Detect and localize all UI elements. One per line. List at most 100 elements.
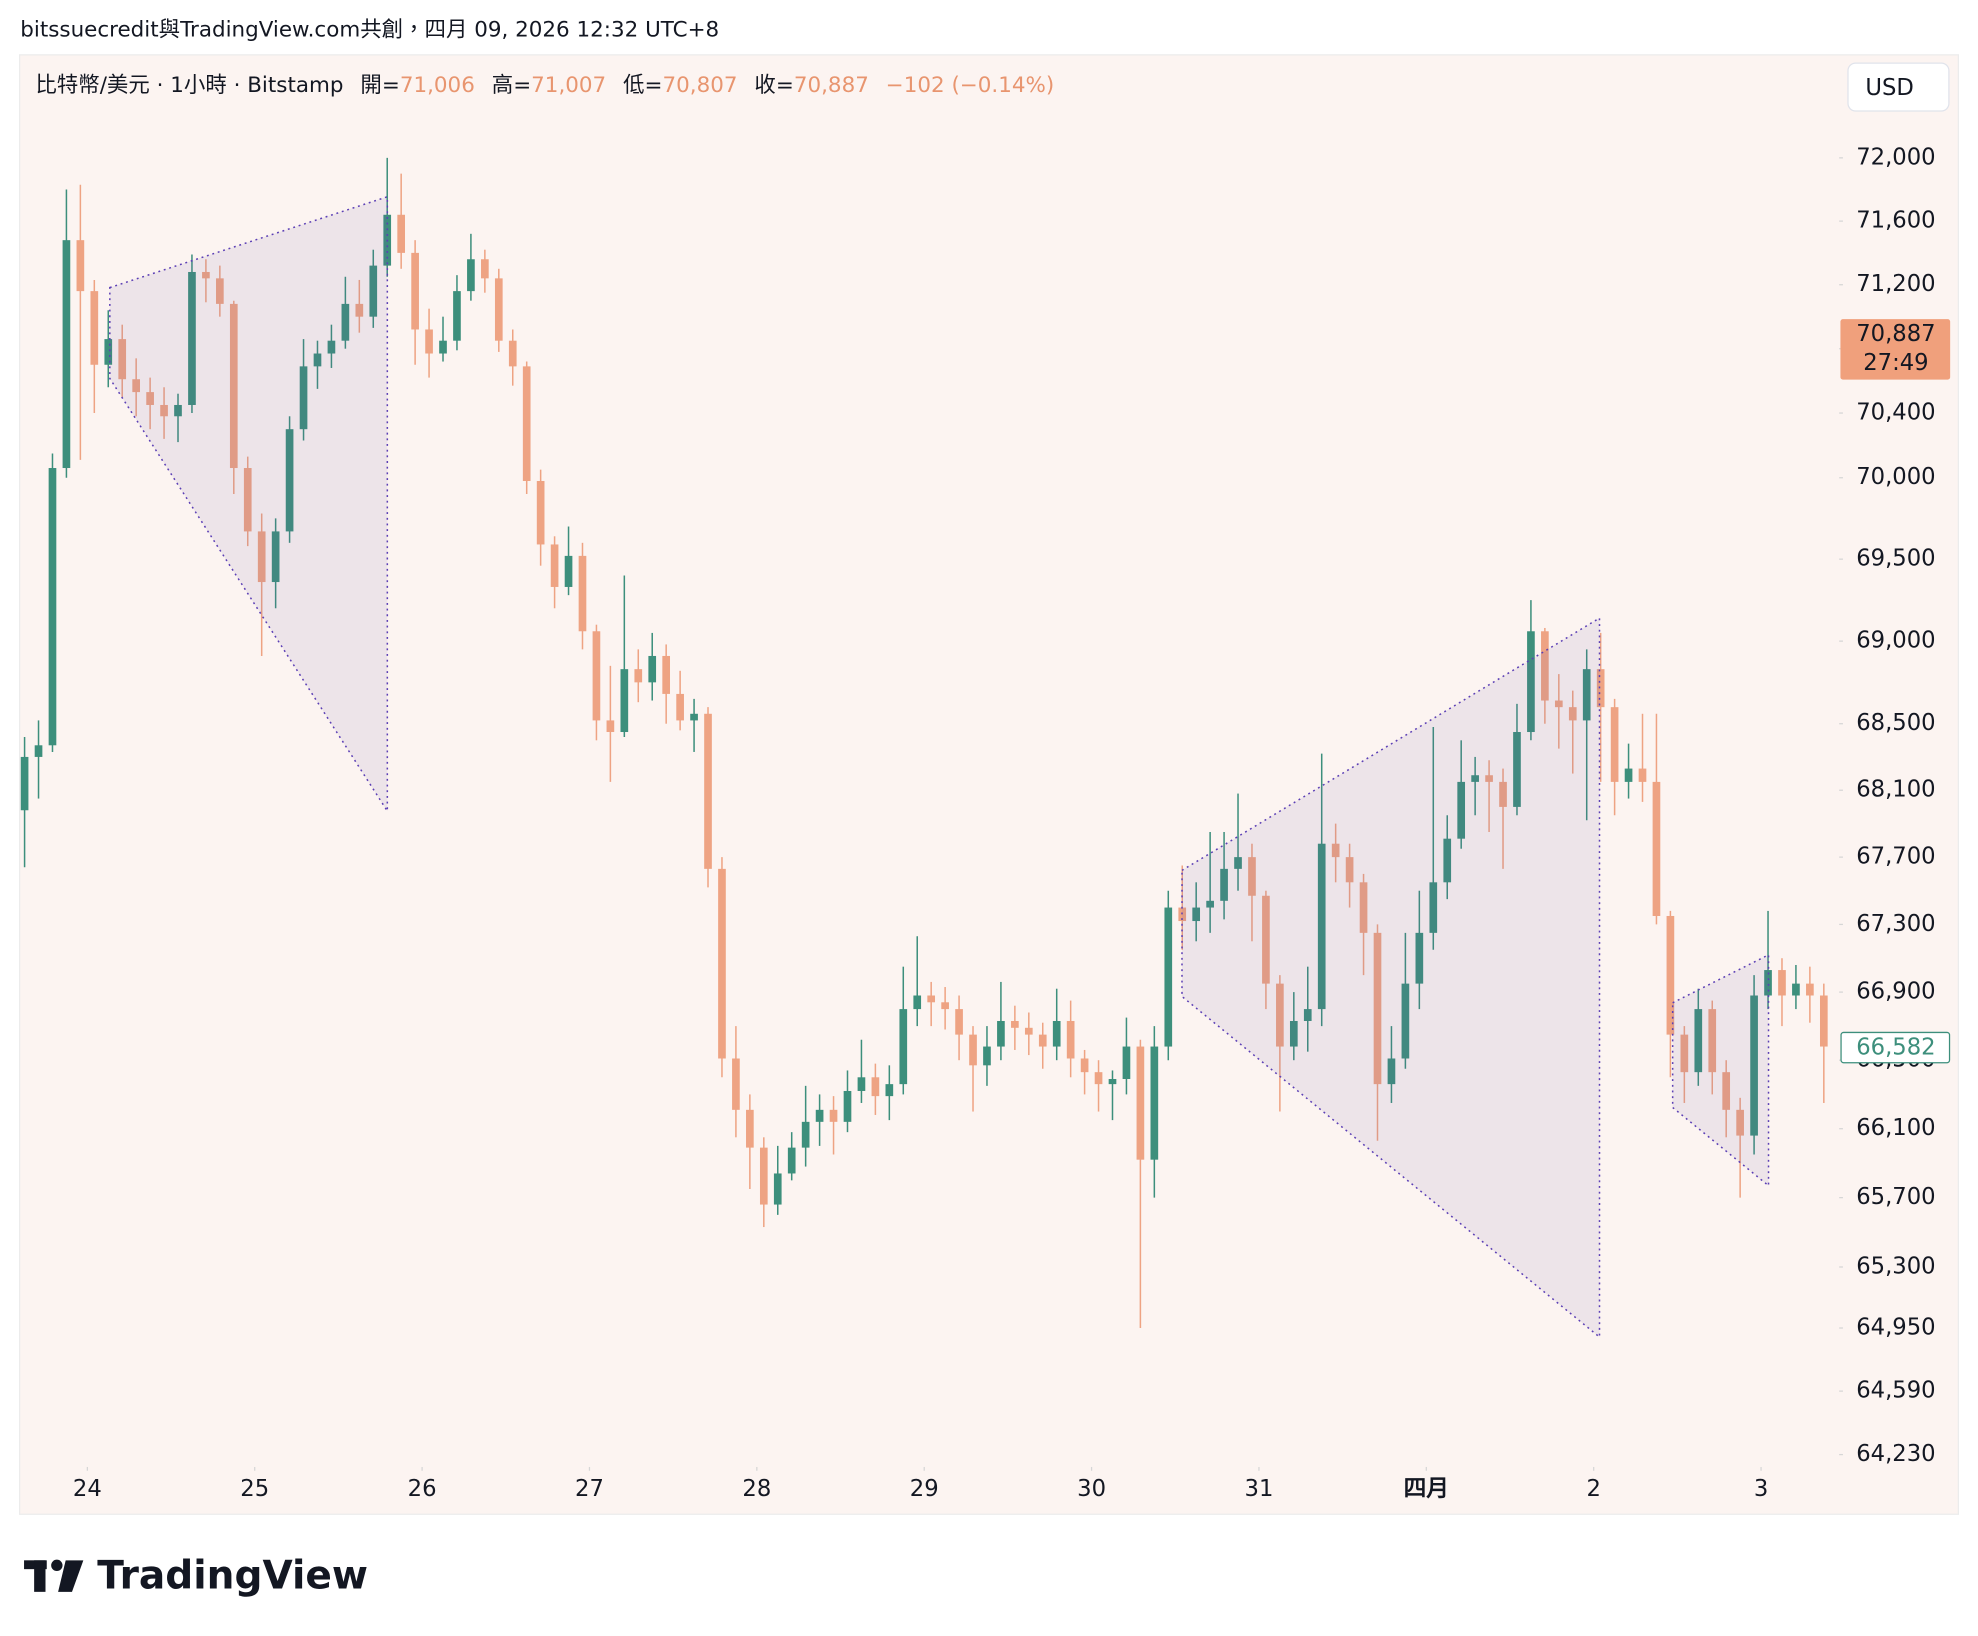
candle-body [34, 745, 43, 757]
candle-body [662, 655, 671, 694]
candle-body [885, 1084, 894, 1097]
logo-shape [51, 1559, 63, 1572]
candle-body [1234, 857, 1242, 869]
candle-body [536, 480, 545, 545]
marker-badge [1840, 1031, 1951, 1064]
x-tick-label: 31 [1245, 1476, 1274, 1502]
candle-body [1345, 857, 1354, 883]
candle-body [90, 291, 99, 365]
candle-body [313, 353, 322, 367]
x-tick-label: 3 [1754, 1476, 1768, 1502]
candle-body [1415, 932, 1424, 984]
triangle-drawing[interactable] [1671, 953, 1770, 1188]
candle-body [257, 531, 266, 583]
candle-body [1373, 932, 1382, 1085]
candle-body [1792, 983, 1800, 996]
candle-body [1457, 781, 1466, 839]
candle-body [229, 303, 238, 469]
y-tick-label: 65,300 [1856, 1253, 1935, 1279]
candle-body [1150, 1046, 1159, 1160]
legend-value: 71,006 [400, 73, 475, 98]
candle-body [927, 995, 936, 1003]
candle-body [285, 429, 294, 532]
candle-body [1094, 1072, 1103, 1085]
candle-body [453, 291, 461, 341]
currency-button[interactable] [1847, 62, 1950, 112]
candle-body [1638, 768, 1647, 782]
candle-body [1192, 907, 1201, 922]
candle-body [1206, 900, 1214, 908]
candle-body [1303, 1009, 1312, 1021]
candle-body [1220, 868, 1228, 901]
y-tick-label: 64,590 [1856, 1378, 1935, 1404]
candle-body [1736, 1109, 1744, 1136]
ohlc-legend: 比特幣/美元 · 1小時 · Bitstamp 開=71,006 高=71,00… [35, 73, 1054, 98]
candle-body [634, 669, 643, 683]
y-tick-label: 71,600 [1856, 208, 1935, 234]
candle-body [815, 1109, 824, 1122]
countdown: 27:49 [1863, 350, 1928, 376]
candle-body [522, 366, 531, 481]
candle-body [843, 1090, 852, 1122]
candle-body [494, 278, 503, 341]
currency-label[interactable]: USD [1865, 75, 1913, 101]
candle-body [732, 1058, 740, 1110]
candle-body [1122, 1046, 1131, 1080]
y-tick-label: 72,000 [1856, 144, 1935, 170]
candle-body [1819, 995, 1828, 1047]
triangle-drawing[interactable] [1181, 616, 1601, 1339]
logo-shape [34, 1560, 46, 1592]
candle-body [983, 1046, 991, 1066]
candle-body [62, 240, 71, 469]
candle-body [1331, 843, 1340, 858]
x-tick-label: 四月 [1404, 1476, 1449, 1502]
x-tick-label: 29 [910, 1476, 939, 1502]
y-tick-label: 67,300 [1856, 911, 1935, 937]
candle-body [648, 655, 657, 683]
candle-body [1289, 1020, 1298, 1047]
candle-body [243, 468, 252, 532]
last-price: 70,887 [1856, 321, 1935, 347]
candle-body [467, 259, 475, 292]
candle-body [899, 1009, 908, 1085]
y-tick-label: 67,700 [1856, 844, 1935, 870]
candle-body [1806, 983, 1814, 996]
candle-body [1666, 915, 1675, 1035]
candle-body [1708, 1009, 1717, 1073]
y-tick-label: 68,500 [1856, 710, 1935, 736]
legend-label: 低= [623, 73, 662, 98]
candle-body [1694, 1009, 1703, 1073]
candle-body [160, 404, 168, 417]
y-tick-label: 70,400 [1856, 400, 1935, 426]
candle-body [1248, 857, 1256, 896]
candle-body [857, 1077, 866, 1091]
candle-body [578, 555, 587, 632]
candle-body [1317, 843, 1326, 1010]
candle-body [132, 379, 140, 393]
triangle-drawing[interactable] [109, 195, 389, 814]
candle-body [1750, 995, 1758, 1136]
candle-body [1554, 700, 1563, 708]
candle-body [913, 995, 922, 1010]
x-tick-label: 27 [575, 1476, 604, 1502]
candle-body [997, 1020, 1005, 1047]
candle-body [759, 1147, 768, 1205]
logo: TradingView [24, 1553, 368, 1598]
candle-body [341, 303, 350, 341]
legend-label: 收= [754, 73, 793, 98]
y-tick-label: 70,000 [1856, 464, 1935, 490]
legend-label: 開= [360, 73, 399, 98]
attribution: bitssuecredit與TradingView.com共創，四月 09, 2… [20, 17, 719, 42]
candle-body [146, 392, 154, 405]
candle-body [369, 265, 378, 317]
price-axis: 72,00071,60071,20070,80070,40070,00069,5… [73, 144, 1936, 1502]
logo-text: TradingView [97, 1553, 368, 1598]
candle-body [1499, 781, 1507, 807]
legend-value: 71,007 [531, 73, 606, 98]
candle-body [1541, 631, 1549, 701]
candle-body [1066, 1020, 1075, 1059]
candle-body [411, 252, 419, 330]
